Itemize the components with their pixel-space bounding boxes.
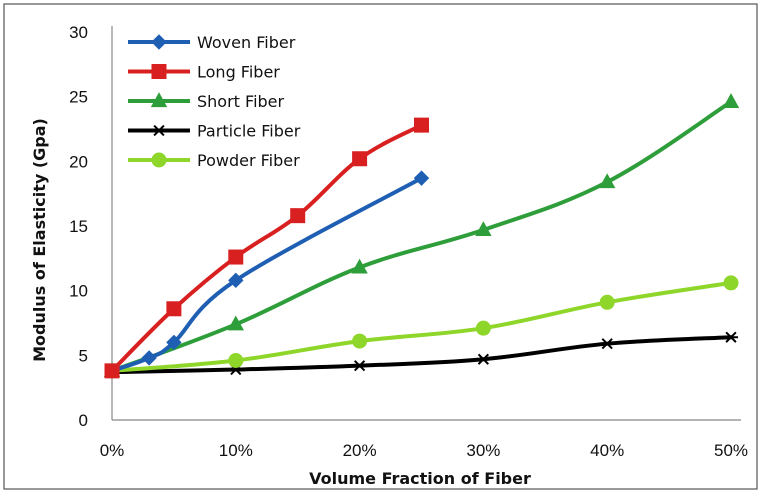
legend-marker <box>151 34 167 50</box>
legend-item: Particle Fiber <box>128 122 301 141</box>
data-point <box>599 294 615 310</box>
y-tick-label: 20 <box>69 152 88 171</box>
data-point <box>352 151 368 167</box>
y-tick-label: 10 <box>69 282 88 301</box>
series-long-fiber <box>104 117 429 379</box>
data-point <box>352 333 368 349</box>
chart-frame <box>3 3 758 490</box>
data-point <box>352 360 367 372</box>
series-line <box>110 99 733 373</box>
data-point <box>290 208 306 224</box>
y-axis-title: Modulus of Elasticity (Gpa) <box>30 118 49 362</box>
legend: Woven Fiber Long Fiber Short Fiber Particle… <box>128 33 301 170</box>
x-tick-label: 0% <box>100 441 125 460</box>
legend-label: Powder Fiber <box>197 151 300 170</box>
data-point <box>227 315 244 331</box>
y-tick-label: 30 <box>69 23 88 42</box>
data-point <box>722 93 740 108</box>
data-point <box>476 353 491 365</box>
data-point <box>723 275 739 291</box>
y-tick-label: 15 <box>69 217 88 236</box>
series-line <box>110 280 733 373</box>
series-layer <box>103 93 740 379</box>
legend-item: Short Fiber <box>128 92 285 111</box>
legend-label: Particle Fiber <box>197 122 301 141</box>
legend-label: Short Fiber <box>197 92 285 111</box>
data-point <box>228 249 244 265</box>
data-point <box>475 320 491 336</box>
x-axis-title: Volume Fraction of Fiber <box>309 469 531 488</box>
legend-label: Long Fiber <box>197 63 280 82</box>
series-line <box>110 335 733 375</box>
legend-item: Powder Fiber <box>128 151 300 170</box>
data-point <box>351 258 368 274</box>
legend-label: Woven Fiber <box>197 33 296 52</box>
data-point <box>104 363 120 379</box>
data-point <box>475 221 492 236</box>
y-tick-label: 25 <box>69 88 88 107</box>
data-point <box>724 331 738 343</box>
data-point <box>414 117 429 133</box>
x-tick-label: 20% <box>343 441 377 460</box>
data-point <box>600 338 615 350</box>
x-tick-label: 30% <box>466 441 500 460</box>
y-tick-label: 0 <box>79 411 88 430</box>
legend-item: Long Fiber <box>128 63 280 82</box>
data-point <box>599 173 616 189</box>
data-point <box>228 353 244 369</box>
legend-marker <box>151 152 167 168</box>
data-point <box>166 334 182 351</box>
legend-marker <box>152 124 166 137</box>
x-tick-label: 40% <box>590 441 624 460</box>
data-point <box>166 301 182 317</box>
legend-marker <box>150 92 168 108</box>
data-point <box>228 272 244 289</box>
legend-item: Woven Fiber <box>128 33 296 52</box>
axes: 0 5 10 15 20 25 30 0% 10% 20% 30% 40% 50% <box>69 23 748 460</box>
data-point <box>413 170 430 186</box>
y-tick-label: 5 <box>79 346 88 365</box>
x-tick-label: 10% <box>219 441 253 460</box>
data-point <box>141 350 157 366</box>
x-tick-label: 50% <box>714 441 748 460</box>
legend-marker <box>151 64 167 79</box>
